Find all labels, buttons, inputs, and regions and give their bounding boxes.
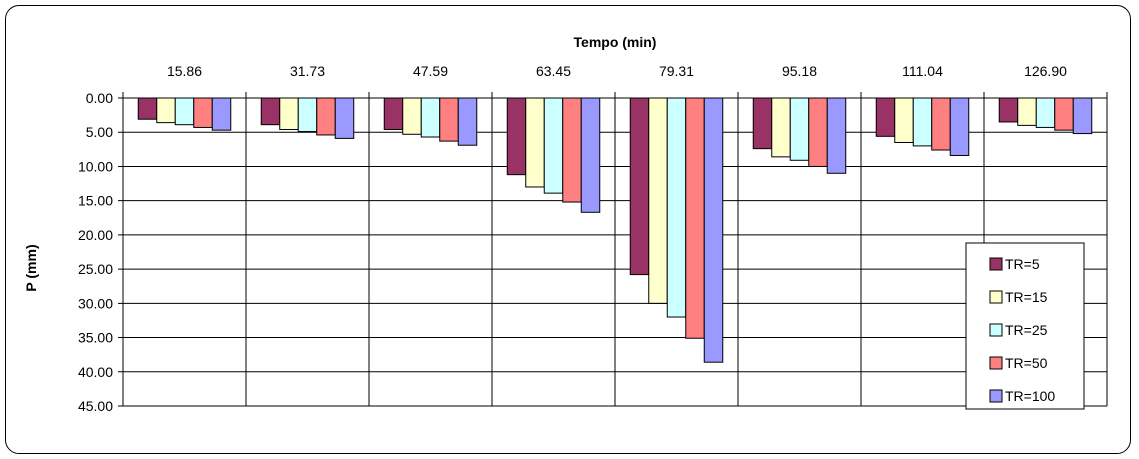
bar-tr-100	[949, 97, 970, 156]
bar-tr-5	[506, 97, 527, 176]
bars	[137, 97, 1093, 363]
legend-box	[965, 242, 1085, 410]
x-tick-label: 111.04	[902, 63, 943, 79]
x-tick-label: 15.86	[167, 63, 202, 79]
legend-swatch	[989, 356, 1003, 370]
bar-tr-100	[826, 97, 847, 174]
y-axis-title: P (mm)	[23, 244, 39, 291]
y-tick-label: 0.00	[86, 90, 113, 106]
bar-tr-25	[297, 97, 318, 133]
bar-tr-15	[894, 97, 914, 143]
bar-tr-50	[685, 97, 705, 339]
bar-tr-5	[260, 97, 281, 126]
legend-label: TR=5	[1005, 256, 1040, 272]
legend-label: TR=100	[1005, 388, 1055, 404]
y-tick-label: 40.00	[78, 364, 113, 380]
y-tick-label: 35.00	[78, 330, 113, 346]
bar-tr-100	[457, 97, 478, 146]
x-tick-label: 95.18	[782, 63, 817, 79]
y-tick-label: 45.00	[78, 398, 113, 414]
y-tick-label: 10.00	[78, 158, 113, 174]
x-axis-title: Tempo (min)	[574, 34, 657, 50]
legend: TR=5 TR=15 TR=25 TR=50 TR=100	[965, 242, 1085, 410]
bar-tr-25	[174, 97, 195, 126]
bar-tr-15	[771, 97, 791, 158]
bar-tr-5	[752, 97, 773, 150]
bar-tr-5	[998, 97, 1019, 123]
chart-frame	[5, 5, 1131, 454]
bar-tr-50	[562, 97, 582, 203]
bar-tr-5	[383, 97, 404, 130]
bar-tr-15	[1017, 97, 1037, 126]
legend-swatch	[989, 290, 1003, 304]
legend-swatch	[989, 323, 1003, 337]
bar-tr-50	[439, 97, 459, 142]
x-tick-label: 47.59	[413, 63, 448, 79]
legend-label: TR=25	[1005, 322, 1048, 338]
legend-swatch	[989, 257, 1003, 271]
tick-labels: 0.00 5.00 10.00 15.00 20.00 25.00 30.00 35.00 40…	[78, 63, 1067, 414]
x-tick-label: 79.31	[659, 63, 694, 79]
bar-tr-15	[402, 97, 422, 135]
bar-tr-25	[420, 97, 441, 138]
bar-tr-100	[211, 97, 232, 131]
bar-tr-50	[316, 97, 336, 136]
bar-tr-100	[703, 97, 724, 363]
bar-tr-25	[789, 97, 810, 161]
bar-tr-25	[912, 97, 933, 147]
bar-tr-100	[580, 97, 601, 213]
x-tick-label: 63.45	[536, 63, 571, 79]
bar-tr-100	[1072, 97, 1093, 135]
bar-tr-5	[875, 97, 896, 137]
x-tick-label: 126.90	[1024, 63, 1067, 79]
bar-tr-25	[666, 97, 687, 318]
bar-tr-50	[931, 97, 951, 151]
y-tick-label: 30.00	[78, 295, 113, 311]
bar-tr-15	[648, 97, 668, 304]
y-tick-label: 25.00	[78, 261, 113, 277]
y-tick-label: 15.00	[78, 193, 113, 209]
x-tick-label: 31.73	[290, 63, 325, 79]
bar-tr-25	[543, 97, 564, 194]
bar-tr-15	[525, 97, 545, 188]
bar-tr-50	[193, 97, 213, 128]
legend-label: TR=15	[1005, 289, 1048, 305]
bar-tr-5	[137, 97, 158, 120]
bar-tr-15	[156, 97, 176, 124]
legend-label: TR=50	[1005, 355, 1048, 371]
legend-swatch	[989, 389, 1003, 403]
bar-tr-50	[808, 97, 828, 167]
y-tick-label: 20.00	[78, 227, 113, 243]
bar-tr-100	[334, 97, 355, 139]
bar-tr-50	[1054, 97, 1074, 131]
bar-tr-5	[629, 97, 650, 276]
bar-tr-15	[279, 97, 299, 130]
y-tick-label: 5.00	[86, 124, 113, 140]
bar-tr-25	[1035, 97, 1056, 128]
